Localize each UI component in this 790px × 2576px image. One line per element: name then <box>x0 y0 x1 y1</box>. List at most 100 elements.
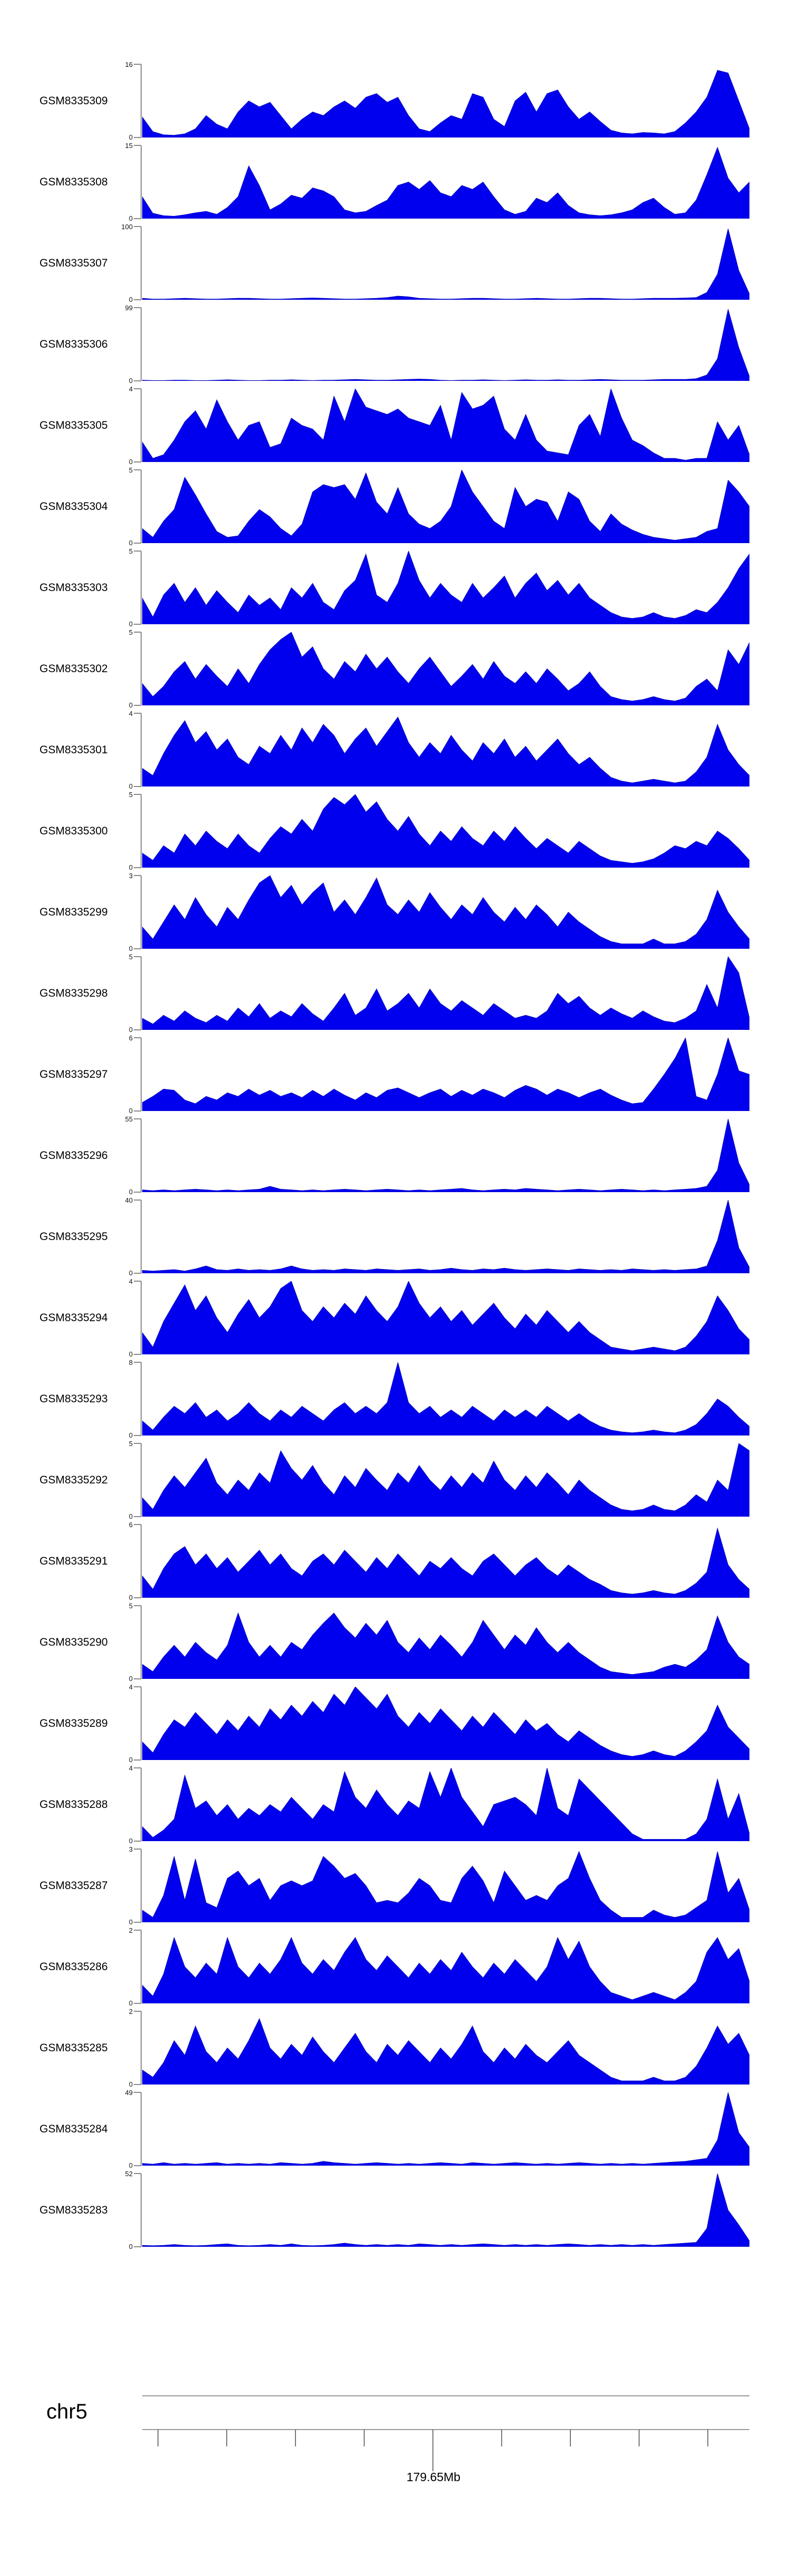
track-signal-chart <box>142 1936 749 2003</box>
track-row: GSM8335284 49 0 <box>0 2089 790 2169</box>
y-axis-zero-label: 0 <box>129 782 133 790</box>
track-label: GSM8335302 <box>39 662 108 675</box>
y-axis-zero-label: 0 <box>129 1512 133 1520</box>
y-axis-zero-label: 0 <box>129 377 133 385</box>
y-axis-max-label: 3 <box>129 872 133 880</box>
signal-area <box>142 309 749 381</box>
y-axis-max-tick <box>134 875 141 876</box>
signal-area <box>142 470 749 543</box>
y-axis-zero-label: 0 <box>129 2243 133 2250</box>
track-row: GSM8335303 5 0 <box>0 548 790 627</box>
track-label: GSM8335298 <box>39 987 108 999</box>
y-axis-max-tick <box>134 550 141 552</box>
y-axis-max-label: 49 <box>125 2089 133 2097</box>
y-axis-max-tick <box>134 307 141 308</box>
y-axis-zero-tick <box>134 461 141 463</box>
y-axis-zero-label: 0 <box>129 1350 133 1358</box>
signal-area <box>142 2174 749 2247</box>
y-axis-line <box>141 1200 142 1273</box>
y-axis-max-tick <box>134 1686 141 1687</box>
y-axis-max-label: 3 <box>129 1845 133 1853</box>
track-signal-chart <box>142 876 749 949</box>
signal-area <box>142 1612 749 1679</box>
y-axis-line <box>141 1606 142 1679</box>
track-signal-chart <box>142 551 749 624</box>
track-signal-chart <box>142 1768 749 1841</box>
signal-area <box>142 2092 749 2166</box>
track-signal-chart <box>142 2092 749 2166</box>
y-axis-max-label: 100 <box>121 223 133 231</box>
y-axis-line <box>141 2174 142 2247</box>
track-row: GSM8335297 6 0 <box>0 1035 790 1114</box>
y-axis-max-tick <box>134 469 141 470</box>
y-axis-line <box>141 1768 142 1841</box>
y-axis-line <box>141 470 142 543</box>
signal-area <box>142 1443 749 1517</box>
track-row: GSM8335287 3 0 <box>0 1845 790 1925</box>
y-axis-zero-label: 0 <box>129 2080 133 2088</box>
track-signal-chart <box>142 309 749 381</box>
signal-area <box>142 2018 749 2085</box>
track-signal-chart <box>142 1443 749 1517</box>
y-axis-zero-tick <box>134 2084 141 2085</box>
y-axis-zero-label: 0 <box>129 1431 133 1439</box>
y-axis-line <box>141 227 142 300</box>
signal-area <box>142 1768 749 1841</box>
track-signal-chart <box>142 229 749 300</box>
signal-area <box>142 876 749 949</box>
y-axis-line <box>141 2092 142 2166</box>
track-row: GSM8335290 5 0 <box>0 1602 790 1683</box>
y-axis-line <box>141 1281 142 1354</box>
signal-area <box>142 70 749 137</box>
y-axis-max-tick <box>134 1524 141 1525</box>
track-label: GSM8335304 <box>39 500 108 513</box>
y-axis-line <box>141 632 142 705</box>
y-axis-line <box>141 145 142 219</box>
y-axis-line <box>141 1443 142 1517</box>
track-label: GSM8335286 <box>39 1960 108 1973</box>
y-axis-max-label: 6 <box>129 1521 133 1529</box>
y-axis-zero-tick <box>134 2246 141 2247</box>
track-signal-chart <box>142 716 749 786</box>
y-axis-zero-label: 0 <box>129 1675 133 1683</box>
track-signal-chart <box>142 2018 749 2085</box>
y-axis-max-label: 16 <box>125 61 133 68</box>
y-axis-zero-tick <box>134 1678 141 1679</box>
y-axis-max-tick <box>134 1849 141 1850</box>
y-axis-max-tick <box>134 1362 141 1363</box>
y-axis-zero-label: 0 <box>129 1837 133 1845</box>
track-signal-chart <box>142 794 749 868</box>
track-row: GSM8335295 40 0 <box>0 1197 790 1277</box>
y-axis-zero-tick <box>134 1110 141 1112</box>
y-axis-max-label: 52 <box>125 2170 133 2178</box>
y-axis-max-tick <box>134 145 141 146</box>
track-signal-chart <box>142 1612 749 1679</box>
track-signal-chart <box>142 1119 749 1192</box>
y-axis-max-tick <box>134 1118 141 1119</box>
signal-area <box>142 1527 749 1598</box>
track-label: GSM8335308 <box>39 175 108 188</box>
y-axis-zero-tick <box>134 867 141 868</box>
y-axis-line <box>141 1849 142 1922</box>
y-axis-line <box>141 1930 142 2003</box>
track-label: GSM8335284 <box>39 2122 108 2135</box>
track-label: GSM8335305 <box>39 419 108 431</box>
y-axis-zero-label: 0 <box>129 1594 133 1601</box>
y-axis-max-tick <box>134 2011 141 2012</box>
track-row: GSM8335291 6 0 <box>0 1521 790 1601</box>
y-axis-max-tick <box>134 632 141 633</box>
y-axis-zero-tick <box>134 1922 141 1923</box>
track-label: GSM8335296 <box>39 1149 108 1162</box>
track-signal-chart <box>142 146 749 219</box>
y-axis-line <box>141 1687 142 1760</box>
track-row: GSM8335302 5 0 <box>0 629 790 709</box>
y-axis-max-tick <box>134 713 141 714</box>
y-axis-zero-label: 0 <box>129 1269 133 1277</box>
y-axis-max-label: 4 <box>129 385 133 393</box>
track-label: GSM8335289 <box>39 1717 108 1729</box>
y-axis-zero-tick <box>134 705 141 706</box>
track-label: GSM8335288 <box>39 1798 108 1811</box>
signal-area <box>142 1851 749 1922</box>
track-row: GSM8335305 4 0 <box>0 385 790 465</box>
